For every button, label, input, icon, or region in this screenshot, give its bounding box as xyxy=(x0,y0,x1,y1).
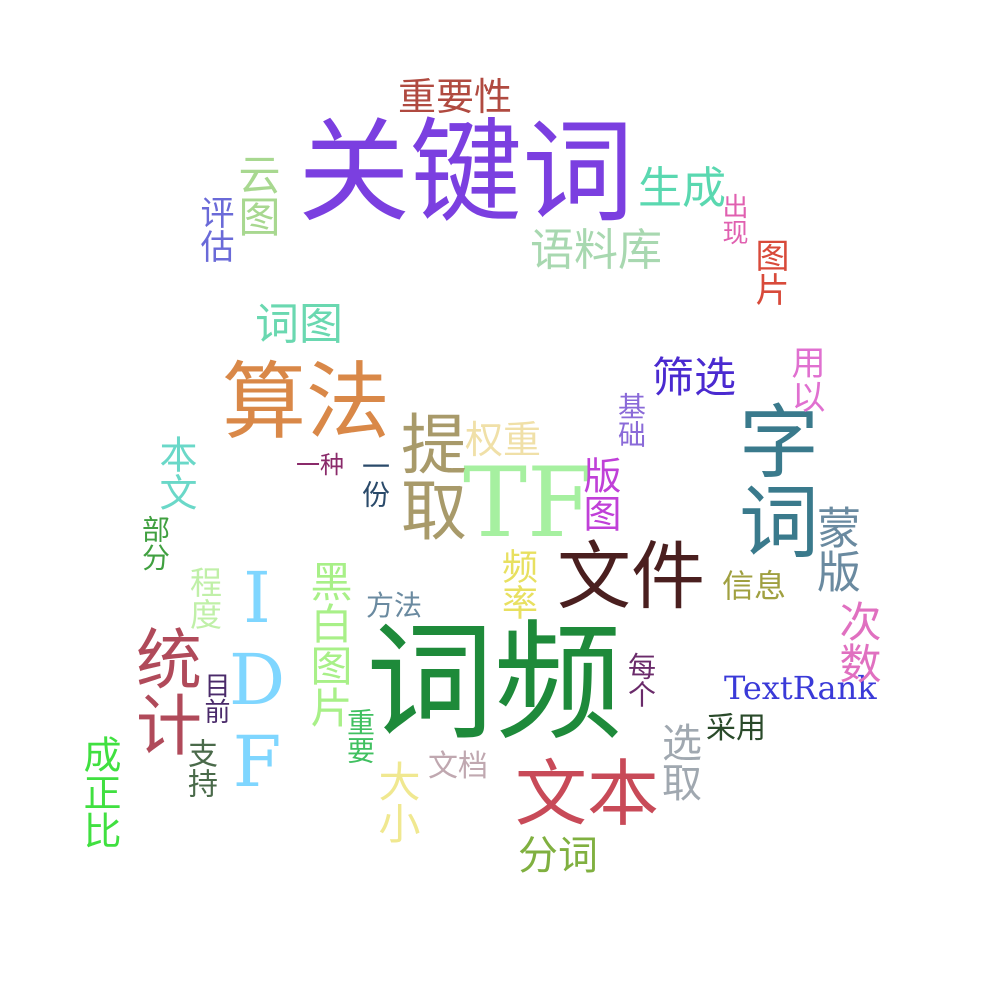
word-shengcheng: 生成 xyxy=(638,163,726,214)
word-citu: 词图 xyxy=(255,299,343,350)
word-wenben: 文本 xyxy=(515,752,660,836)
word-xinxi: 信息 xyxy=(722,567,787,605)
word-mengban: 蒙版 xyxy=(809,505,860,593)
word-pinlv: 频率 xyxy=(496,548,537,620)
word-xuanqu: 选取 xyxy=(655,722,701,802)
word-fangfa: 方法 xyxy=(366,589,423,622)
word-bufen: 部分 xyxy=(138,515,171,571)
word-chengdu: 程度 xyxy=(185,566,223,630)
word-caiyong: 采用 xyxy=(706,711,766,746)
word-fenci: 分词 xyxy=(518,833,598,879)
word-cishu: 次数 xyxy=(833,600,882,684)
word-benwen: 本文 xyxy=(153,435,197,511)
word-heibaitupian: 黑白图片 xyxy=(304,560,353,728)
word-jichu: 基础 xyxy=(614,392,647,448)
word-chuxian: 出现 xyxy=(718,193,748,245)
word-suanfa: 算法 xyxy=(222,353,391,451)
word-yuliaoku: 语料库 xyxy=(530,225,662,276)
word-yuntu: 云图 xyxy=(232,153,281,237)
word-chengzhengbi: 成正比 xyxy=(77,735,121,849)
word-pinggu: 评估 xyxy=(194,195,234,263)
word-yizhong: 一种 xyxy=(296,451,344,479)
word-shaixuan: 筛选 xyxy=(652,353,737,402)
word-cipin: 词频 xyxy=(366,609,623,758)
word-meige: 每个 xyxy=(624,652,657,708)
word-tongji: 统计 xyxy=(125,625,202,757)
word-zici: 字词 xyxy=(726,400,819,560)
word-quanzhong: 权重 xyxy=(465,418,542,462)
word-yongyi: 用以 xyxy=(785,345,825,413)
word-wenjian: 文件 xyxy=(557,534,705,620)
word-zhichi: 支持 xyxy=(182,738,217,798)
word-idf: IDF xyxy=(216,557,298,803)
word-tupian: 图片 xyxy=(749,238,789,306)
word-muqian: 目前 xyxy=(200,672,230,724)
word-zhongyao: 重要 xyxy=(343,708,376,764)
word-yifen: 一份 xyxy=(358,452,391,508)
word-textrank: TextRank xyxy=(724,669,877,707)
word-wendang: 大小 xyxy=(372,760,421,844)
word-guanjianci: 关键词 xyxy=(298,108,634,238)
word-bantu: 版图 xyxy=(577,456,621,532)
word-tf: TF xyxy=(463,447,594,559)
word-tiqu: 提取 xyxy=(390,410,467,542)
word-zhongyaoxing: 重要性 xyxy=(398,75,513,119)
word-daxiao: 文档 xyxy=(428,749,488,784)
